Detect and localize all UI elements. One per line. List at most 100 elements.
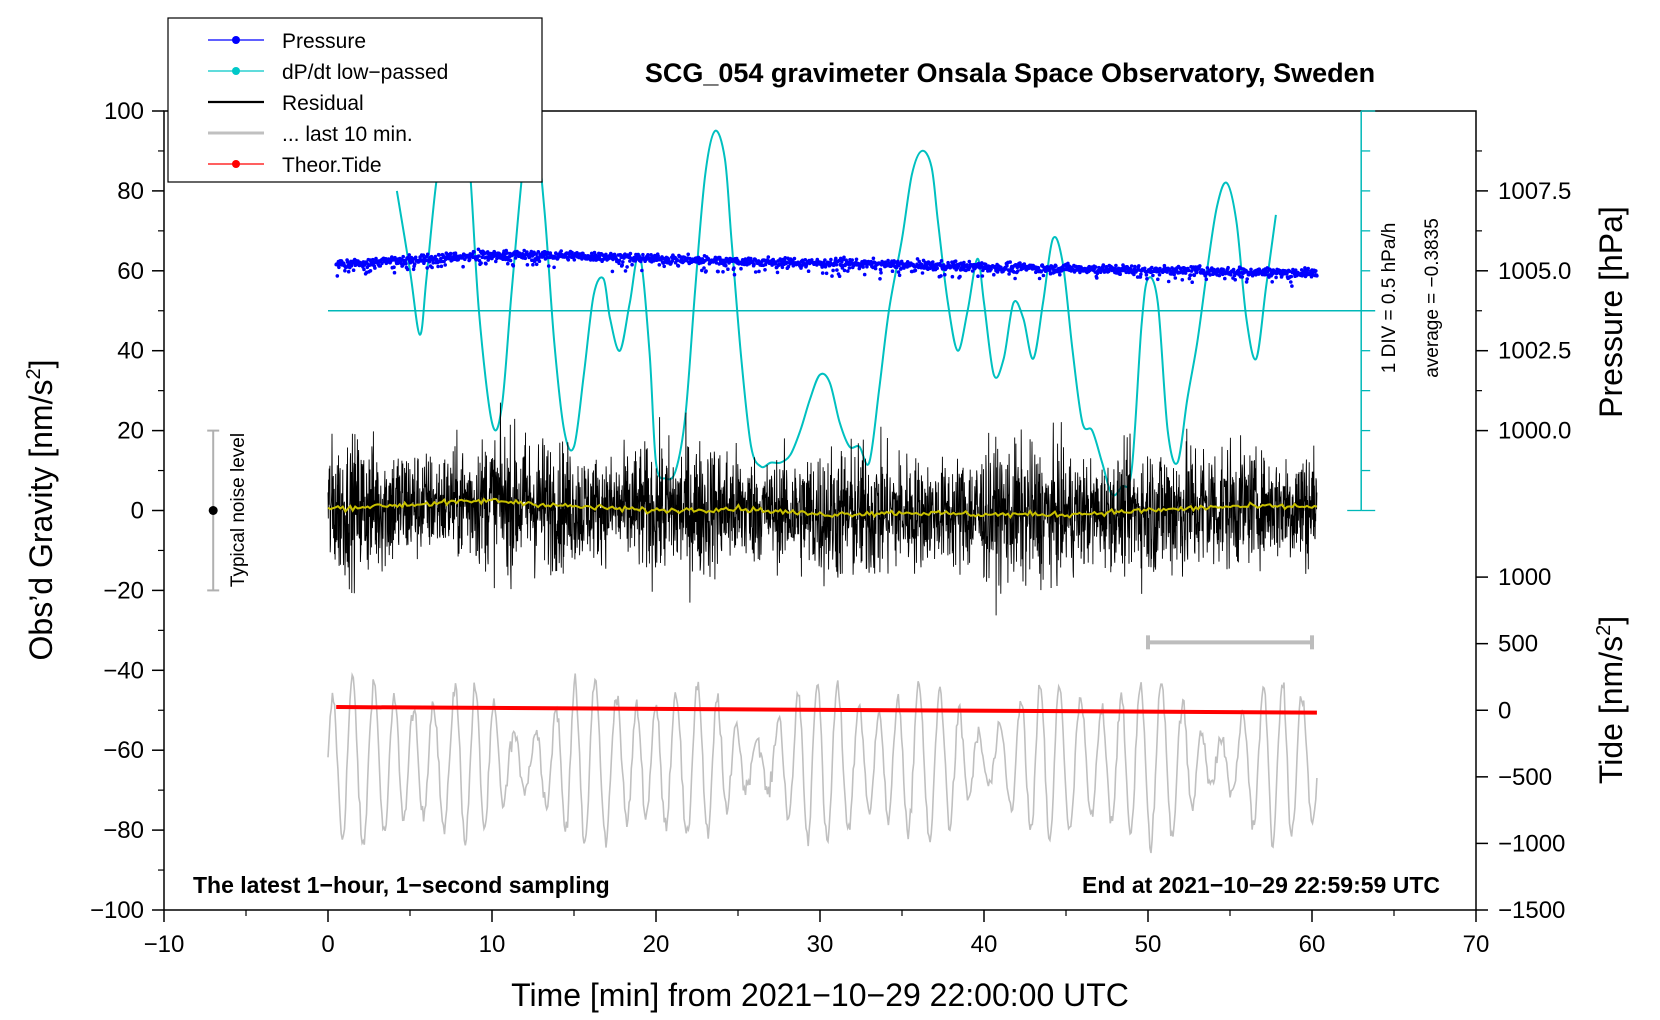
pressure-point bbox=[530, 258, 534, 263]
y-tick-label: −60 bbox=[103, 737, 144, 764]
pressure-point bbox=[1156, 277, 1160, 282]
pressure-point bbox=[1142, 266, 1147, 271]
pressure-point bbox=[476, 247, 481, 252]
dpdt-average-label: average = −0.3835 bbox=[1422, 218, 1443, 378]
pressure-point bbox=[842, 268, 847, 273]
pressure-point bbox=[1012, 270, 1016, 274]
y-tick-label: −100 bbox=[90, 897, 144, 924]
pressure-point bbox=[448, 251, 453, 256]
pressure-point bbox=[620, 263, 624, 267]
pressure-point bbox=[529, 249, 534, 254]
pressure-point bbox=[896, 270, 901, 274]
pressure-point bbox=[362, 267, 366, 272]
pressure-point bbox=[785, 260, 789, 265]
pressure-point bbox=[1118, 272, 1122, 277]
pressure-point bbox=[404, 261, 408, 266]
pressure-point bbox=[392, 265, 396, 270]
pressure-point bbox=[1095, 276, 1099, 280]
pressure-point bbox=[721, 270, 725, 274]
pressure-point bbox=[484, 262, 488, 266]
pressure-point bbox=[351, 268, 356, 273]
pressure-point bbox=[1180, 278, 1185, 282]
y-tick-label: −20 bbox=[103, 577, 144, 604]
pressure-point bbox=[775, 270, 780, 275]
tide-tick-label: 500 bbox=[1498, 631, 1538, 658]
pressure-point bbox=[806, 269, 811, 274]
pressure-tick-label: 1000.0 bbox=[1498, 418, 1571, 445]
pressure-point bbox=[413, 255, 418, 260]
pressure-point bbox=[962, 260, 966, 265]
pressure-point bbox=[967, 259, 972, 264]
y-axis-tide-title-sup: 2 bbox=[1593, 625, 1615, 636]
pressure-point bbox=[380, 261, 384, 266]
pressure-point bbox=[865, 264, 869, 269]
pressure-point bbox=[1172, 272, 1176, 277]
pressure-point bbox=[617, 261, 621, 266]
legend-label: Theor.Tide bbox=[282, 154, 382, 177]
pressure-point bbox=[774, 261, 778, 266]
y-tick-label: 60 bbox=[117, 258, 144, 285]
chart-title: SCG_054 gravimeter Onsala Space Observat… bbox=[645, 58, 1375, 88]
pressure-point bbox=[656, 254, 660, 258]
pressure-point bbox=[757, 269, 761, 274]
pressure-point bbox=[678, 255, 683, 259]
pressure-point bbox=[431, 261, 436, 265]
pressure-point bbox=[704, 269, 708, 273]
pressure-point bbox=[343, 268, 347, 273]
pressure-point bbox=[472, 250, 476, 254]
pressure-point bbox=[1166, 279, 1171, 284]
pressure-tick-label: 1005.0 bbox=[1498, 258, 1571, 285]
pressure-point bbox=[834, 256, 838, 261]
pressure-point bbox=[1132, 272, 1136, 277]
tide-tick-label: −1500 bbox=[1498, 897, 1565, 924]
pressure-point bbox=[871, 256, 876, 261]
theor-tide-line bbox=[336, 705, 1317, 715]
pressure-point bbox=[820, 271, 825, 275]
pressure-point bbox=[783, 255, 787, 260]
pressure-point bbox=[1048, 271, 1053, 276]
pressure-point bbox=[1226, 265, 1230, 270]
x-tick-label: 20 bbox=[643, 931, 670, 958]
pressure-point bbox=[739, 266, 743, 271]
pressure-point bbox=[1274, 275, 1278, 280]
pressure-point bbox=[1137, 264, 1141, 268]
pressure-point bbox=[1008, 260, 1012, 264]
pressure-point bbox=[686, 252, 690, 257]
pressure-point bbox=[610, 269, 615, 274]
pressure-point bbox=[531, 262, 535, 267]
tide-tick-label: 1000 bbox=[1498, 564, 1551, 591]
pressure-point bbox=[753, 270, 758, 274]
pressure-point bbox=[675, 258, 680, 263]
pressure-point bbox=[1236, 268, 1241, 273]
x-tick-label: 10 bbox=[479, 931, 506, 958]
pressure-point bbox=[506, 261, 510, 266]
pressure-point bbox=[1036, 266, 1041, 270]
pressure-point bbox=[1249, 267, 1253, 272]
tide-tick-label: −500 bbox=[1498, 764, 1552, 791]
series-layer bbox=[327, 112, 1319, 854]
pressure-point bbox=[1054, 264, 1058, 268]
y-axis-left-title: Obs’d Gravity [nm/s2] bbox=[23, 360, 59, 661]
pressure-point bbox=[1048, 269, 1052, 273]
pressure-point bbox=[1095, 271, 1100, 276]
pressure-point bbox=[786, 264, 791, 269]
pressure-point bbox=[617, 258, 622, 263]
pressure-point bbox=[1289, 280, 1293, 284]
pressure-point bbox=[752, 262, 756, 267]
pressure-point bbox=[429, 254, 434, 259]
pressure-point bbox=[676, 264, 681, 268]
pressure-point bbox=[1093, 265, 1098, 269]
legend-marker bbox=[232, 36, 240, 44]
pressure-point bbox=[792, 256, 797, 261]
pressure-point bbox=[861, 265, 865, 269]
pressure-point bbox=[479, 261, 483, 265]
pressure-point bbox=[392, 270, 397, 275]
pressure-point bbox=[537, 256, 541, 260]
pressure-point bbox=[511, 264, 516, 268]
pressure-point bbox=[1223, 276, 1227, 281]
pressure-point bbox=[378, 264, 383, 268]
pressure-point bbox=[1101, 263, 1106, 267]
noise-bar-center bbox=[208, 506, 218, 515]
pressure-point bbox=[835, 268, 839, 272]
pressure-point bbox=[1052, 270, 1057, 275]
